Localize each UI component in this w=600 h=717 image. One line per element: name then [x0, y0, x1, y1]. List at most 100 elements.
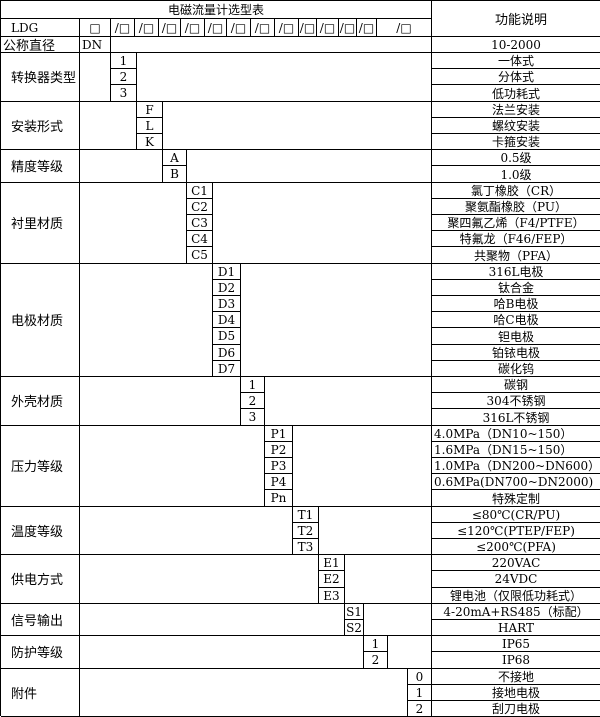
model-prefix: LDG — [1, 19, 80, 37]
empty-cell — [80, 636, 364, 669]
option-description: 特殊定制 — [432, 490, 600, 507]
option-code: E3 — [319, 588, 345, 604]
option-description: 聚四氟乙烯（F4/PTFE） — [432, 215, 600, 231]
model-slot: /□ — [357, 19, 377, 37]
group-label: 安装形式 — [1, 101, 80, 151]
option-description: ≤120℃(PTEP/FEP) — [432, 523, 600, 539]
option-description: 锂电池（仅限低功耗式） — [432, 588, 600, 604]
option-description: 0.5级 — [432, 150, 600, 166]
empty-cell — [80, 53, 111, 102]
empty-cell — [80, 555, 319, 604]
option-description: 0.6MPa(DN700~DN2000) — [432, 474, 600, 490]
option-code: D4 — [213, 312, 241, 328]
option-description: 哈C电极 — [432, 312, 600, 328]
option-code: 3 — [111, 85, 137, 102]
option-code: P1 — [265, 426, 293, 442]
option-code: A — [163, 150, 187, 166]
model-slot: /□ — [317, 19, 339, 37]
option-description: 1.0级 — [432, 166, 600, 183]
option-code: C4 — [187, 231, 213, 247]
empty-cell — [213, 182, 432, 264]
option-code: 1 — [364, 636, 388, 652]
option-code: T2 — [293, 523, 319, 539]
empty-cell — [80, 150, 163, 183]
option-description: ≤200℃(PFA) — [432, 539, 600, 555]
model-slot: /□ — [111, 19, 135, 37]
empty-cell — [345, 555, 432, 604]
option-description: 法兰安装 — [432, 102, 600, 118]
empty-cell — [364, 603, 432, 637]
option-description: 氯丁橡胶（CR） — [432, 183, 600, 199]
option-code: T3 — [293, 539, 319, 555]
option-description: 1.6MPa（DN15~150） — [432, 442, 600, 458]
model-slot: □ — [80, 19, 111, 37]
option-description: 接地电极 — [432, 685, 600, 701]
option-code: C5 — [187, 247, 213, 264]
option-description: 共聚物（PFA） — [432, 247, 600, 264]
option-description: 卡箍安装 — [432, 134, 600, 150]
empty-cell — [137, 53, 432, 102]
option-code: D6 — [213, 345, 241, 361]
empty-cell — [388, 636, 432, 669]
option-code: P4 — [265, 474, 293, 490]
option-description: 4-20mA+RS485（标配） — [432, 604, 600, 620]
option-code: D1 — [213, 264, 241, 280]
option-description: 304不锈钢 — [432, 393, 600, 409]
option-description: 碳化钨 — [432, 361, 600, 377]
empty-cell — [80, 182, 187, 264]
model-slot: /□ — [159, 19, 181, 37]
model-slot: /□ — [135, 19, 159, 37]
option-description: 分体式 — [432, 69, 600, 85]
group-label: 防护等级 — [1, 636, 80, 669]
option-code: E1 — [319, 555, 345, 571]
empty-cell — [80, 425, 265, 507]
group-label: 信号输出 — [1, 603, 80, 637]
nominal-diameter-label: 公称直径 — [1, 37, 80, 53]
option-code: D7 — [213, 361, 241, 377]
option-code: P3 — [265, 458, 293, 474]
option-description: 316L电极 — [432, 264, 600, 280]
option-code: 1 — [111, 53, 137, 69]
option-description: IP68 — [432, 652, 600, 669]
option-code: D5 — [213, 328, 241, 345]
group-label: 压力等级 — [1, 425, 80, 507]
option-code: 0 — [408, 669, 432, 685]
option-code: K — [137, 134, 163, 150]
group-label: 电极材质 — [1, 263, 80, 377]
option-description: 特氟龙（F46/FEP） — [432, 231, 600, 247]
option-code: C1 — [187, 183, 213, 199]
option-code: F — [137, 102, 163, 118]
group-label: 衬里材质 — [1, 182, 80, 264]
model-slot: /□ — [227, 19, 251, 37]
option-description: 不接地 — [432, 669, 600, 685]
option-code: 3 — [241, 409, 265, 426]
model-slot: /□ — [275, 19, 299, 37]
group-label: 精度等级 — [1, 150, 80, 183]
option-code: P2 — [265, 442, 293, 458]
option-code: D3 — [213, 296, 241, 312]
empty-cell — [241, 263, 432, 377]
option-description: 220VAC — [432, 555, 600, 571]
option-code: C3 — [187, 215, 213, 231]
option-description: 4.0MPa（DN10~150） — [432, 426, 600, 442]
model-slot: /□ — [205, 19, 227, 37]
option-code: T1 — [293, 507, 319, 523]
option-description: 钽电极 — [432, 328, 600, 345]
option-code: E2 — [319, 571, 345, 588]
empty-cell — [80, 603, 345, 637]
nominal-diameter-code: DN — [80, 37, 111, 53]
group-label: 温度等级 — [1, 506, 80, 556]
option-description: 低功耗式 — [432, 85, 600, 102]
option-description: 钛合金 — [432, 280, 600, 296]
empty-cell — [187, 150, 432, 183]
option-code: L — [137, 118, 163, 134]
option-description: 一体式 — [432, 53, 600, 69]
empty-cell — [80, 668, 408, 717]
empty-cell — [80, 263, 213, 377]
empty-cell — [80, 506, 293, 556]
group-label: 转换器类型 — [1, 53, 80, 102]
group-label: 供电方式 — [1, 555, 80, 604]
model-slot: /□ — [299, 19, 317, 37]
option-code: C2 — [187, 199, 213, 215]
option-code: 2 — [364, 652, 388, 669]
